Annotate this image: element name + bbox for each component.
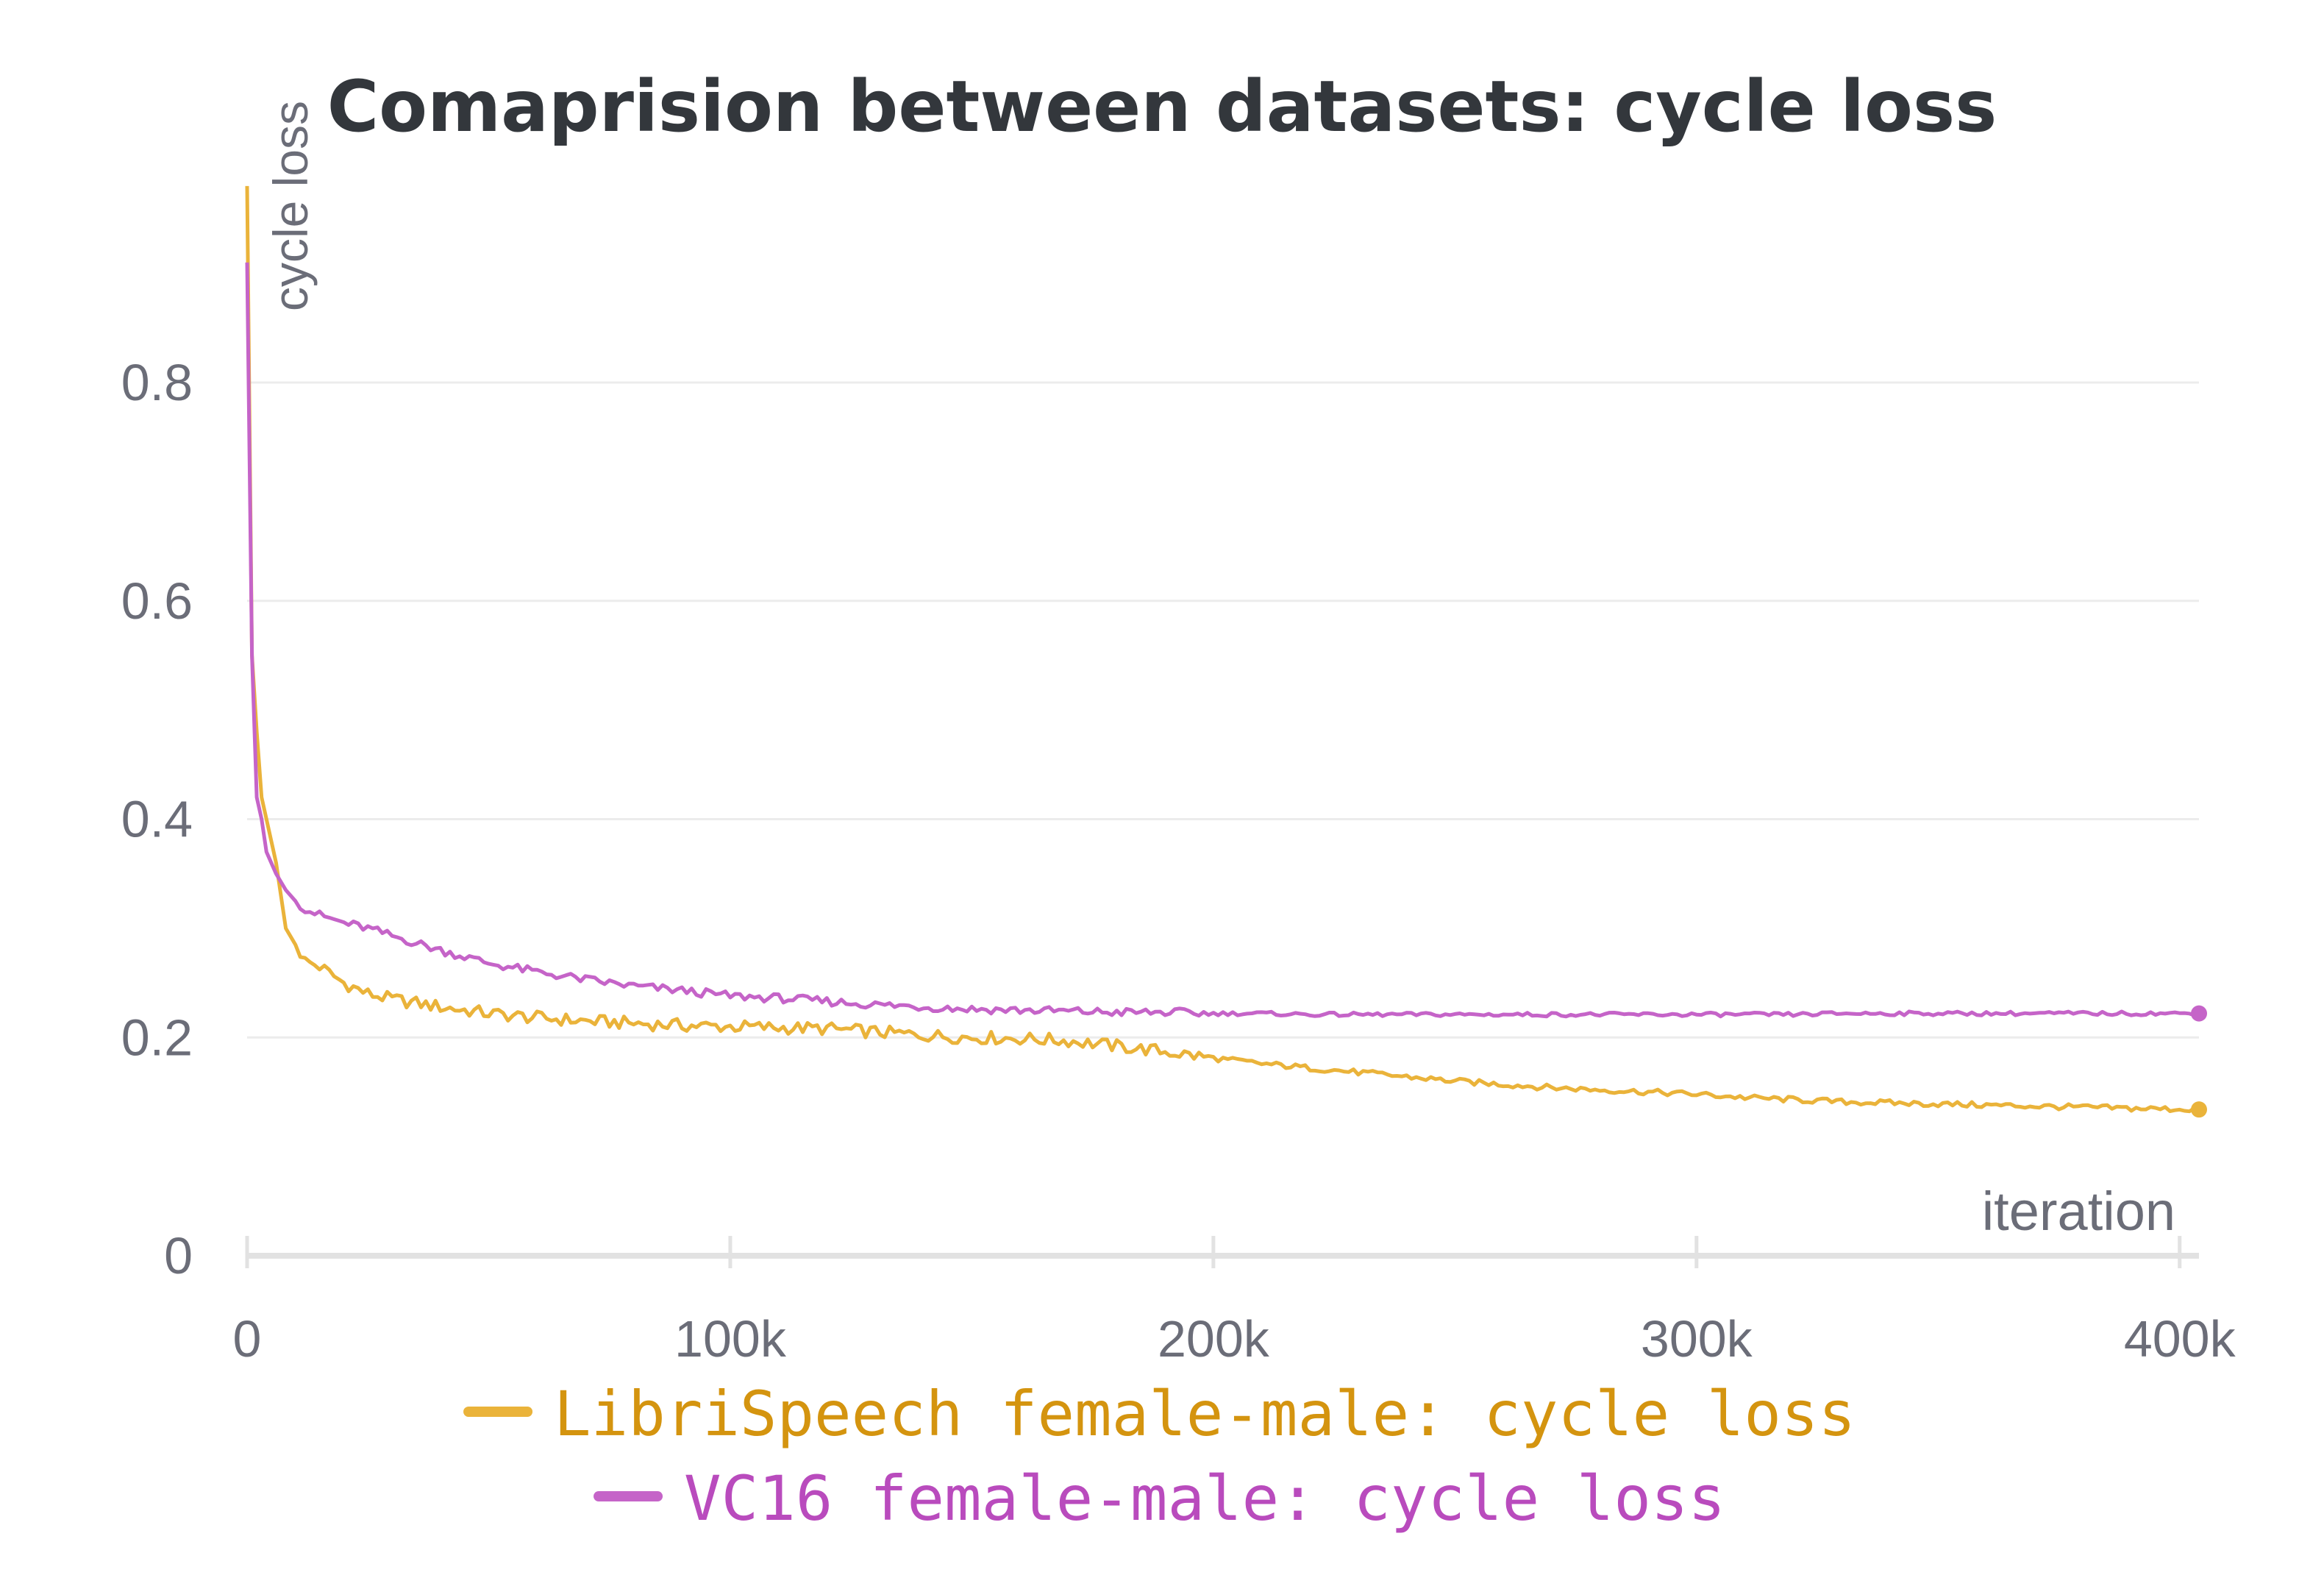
legend: LibriSpeech female-male: cycle loss VC16 …	[463, 1378, 1856, 1535]
legend-item-1: LibriSpeech female-male: cycle loss	[463, 1378, 1856, 1450]
y-tick-label: 0.2	[121, 1009, 193, 1066]
y-tick-label: 0	[164, 1227, 193, 1284]
y-axis: 0 0.2 0.4 0.6 0.8	[121, 354, 193, 1284]
x-tick-label: 200k	[1158, 1310, 1270, 1368]
y-tick-label: 0.6	[121, 572, 193, 630]
x-tick-label: 300k	[1641, 1310, 1753, 1368]
series-line-2	[245, 262, 2200, 1019]
legend-label: VC16 female-male: cycle loss	[684, 1462, 1725, 1535]
series-end-point-1	[2191, 1101, 2207, 1118]
legend-label: LibriSpeech female-male: cycle loss	[554, 1378, 1856, 1450]
x-axis: 0 100k 200k 300k 400k	[233, 1236, 2236, 1368]
y-tick-label: 0.4	[121, 791, 193, 848]
y-tick-label: 0.8	[121, 354, 193, 411]
series-end-point-2	[2191, 1005, 2207, 1022]
plot-area	[245, 185, 2207, 1118]
x-tick-label: 100k	[674, 1310, 787, 1368]
legend-item-2: VC16 female-male: cycle loss	[594, 1462, 1725, 1535]
x-axis-label: iteration	[1982, 1181, 2175, 1242]
x-tick-label: 0	[233, 1310, 262, 1368]
x-tick-label: 400k	[2124, 1310, 2236, 1368]
gridlines	[247, 381, 2199, 1039]
y-axis-label: cycle loss	[263, 101, 318, 311]
chart-title: Comaprision between datasets: cycle loss	[327, 65, 1997, 148]
series-line-1	[245, 185, 2200, 1114]
